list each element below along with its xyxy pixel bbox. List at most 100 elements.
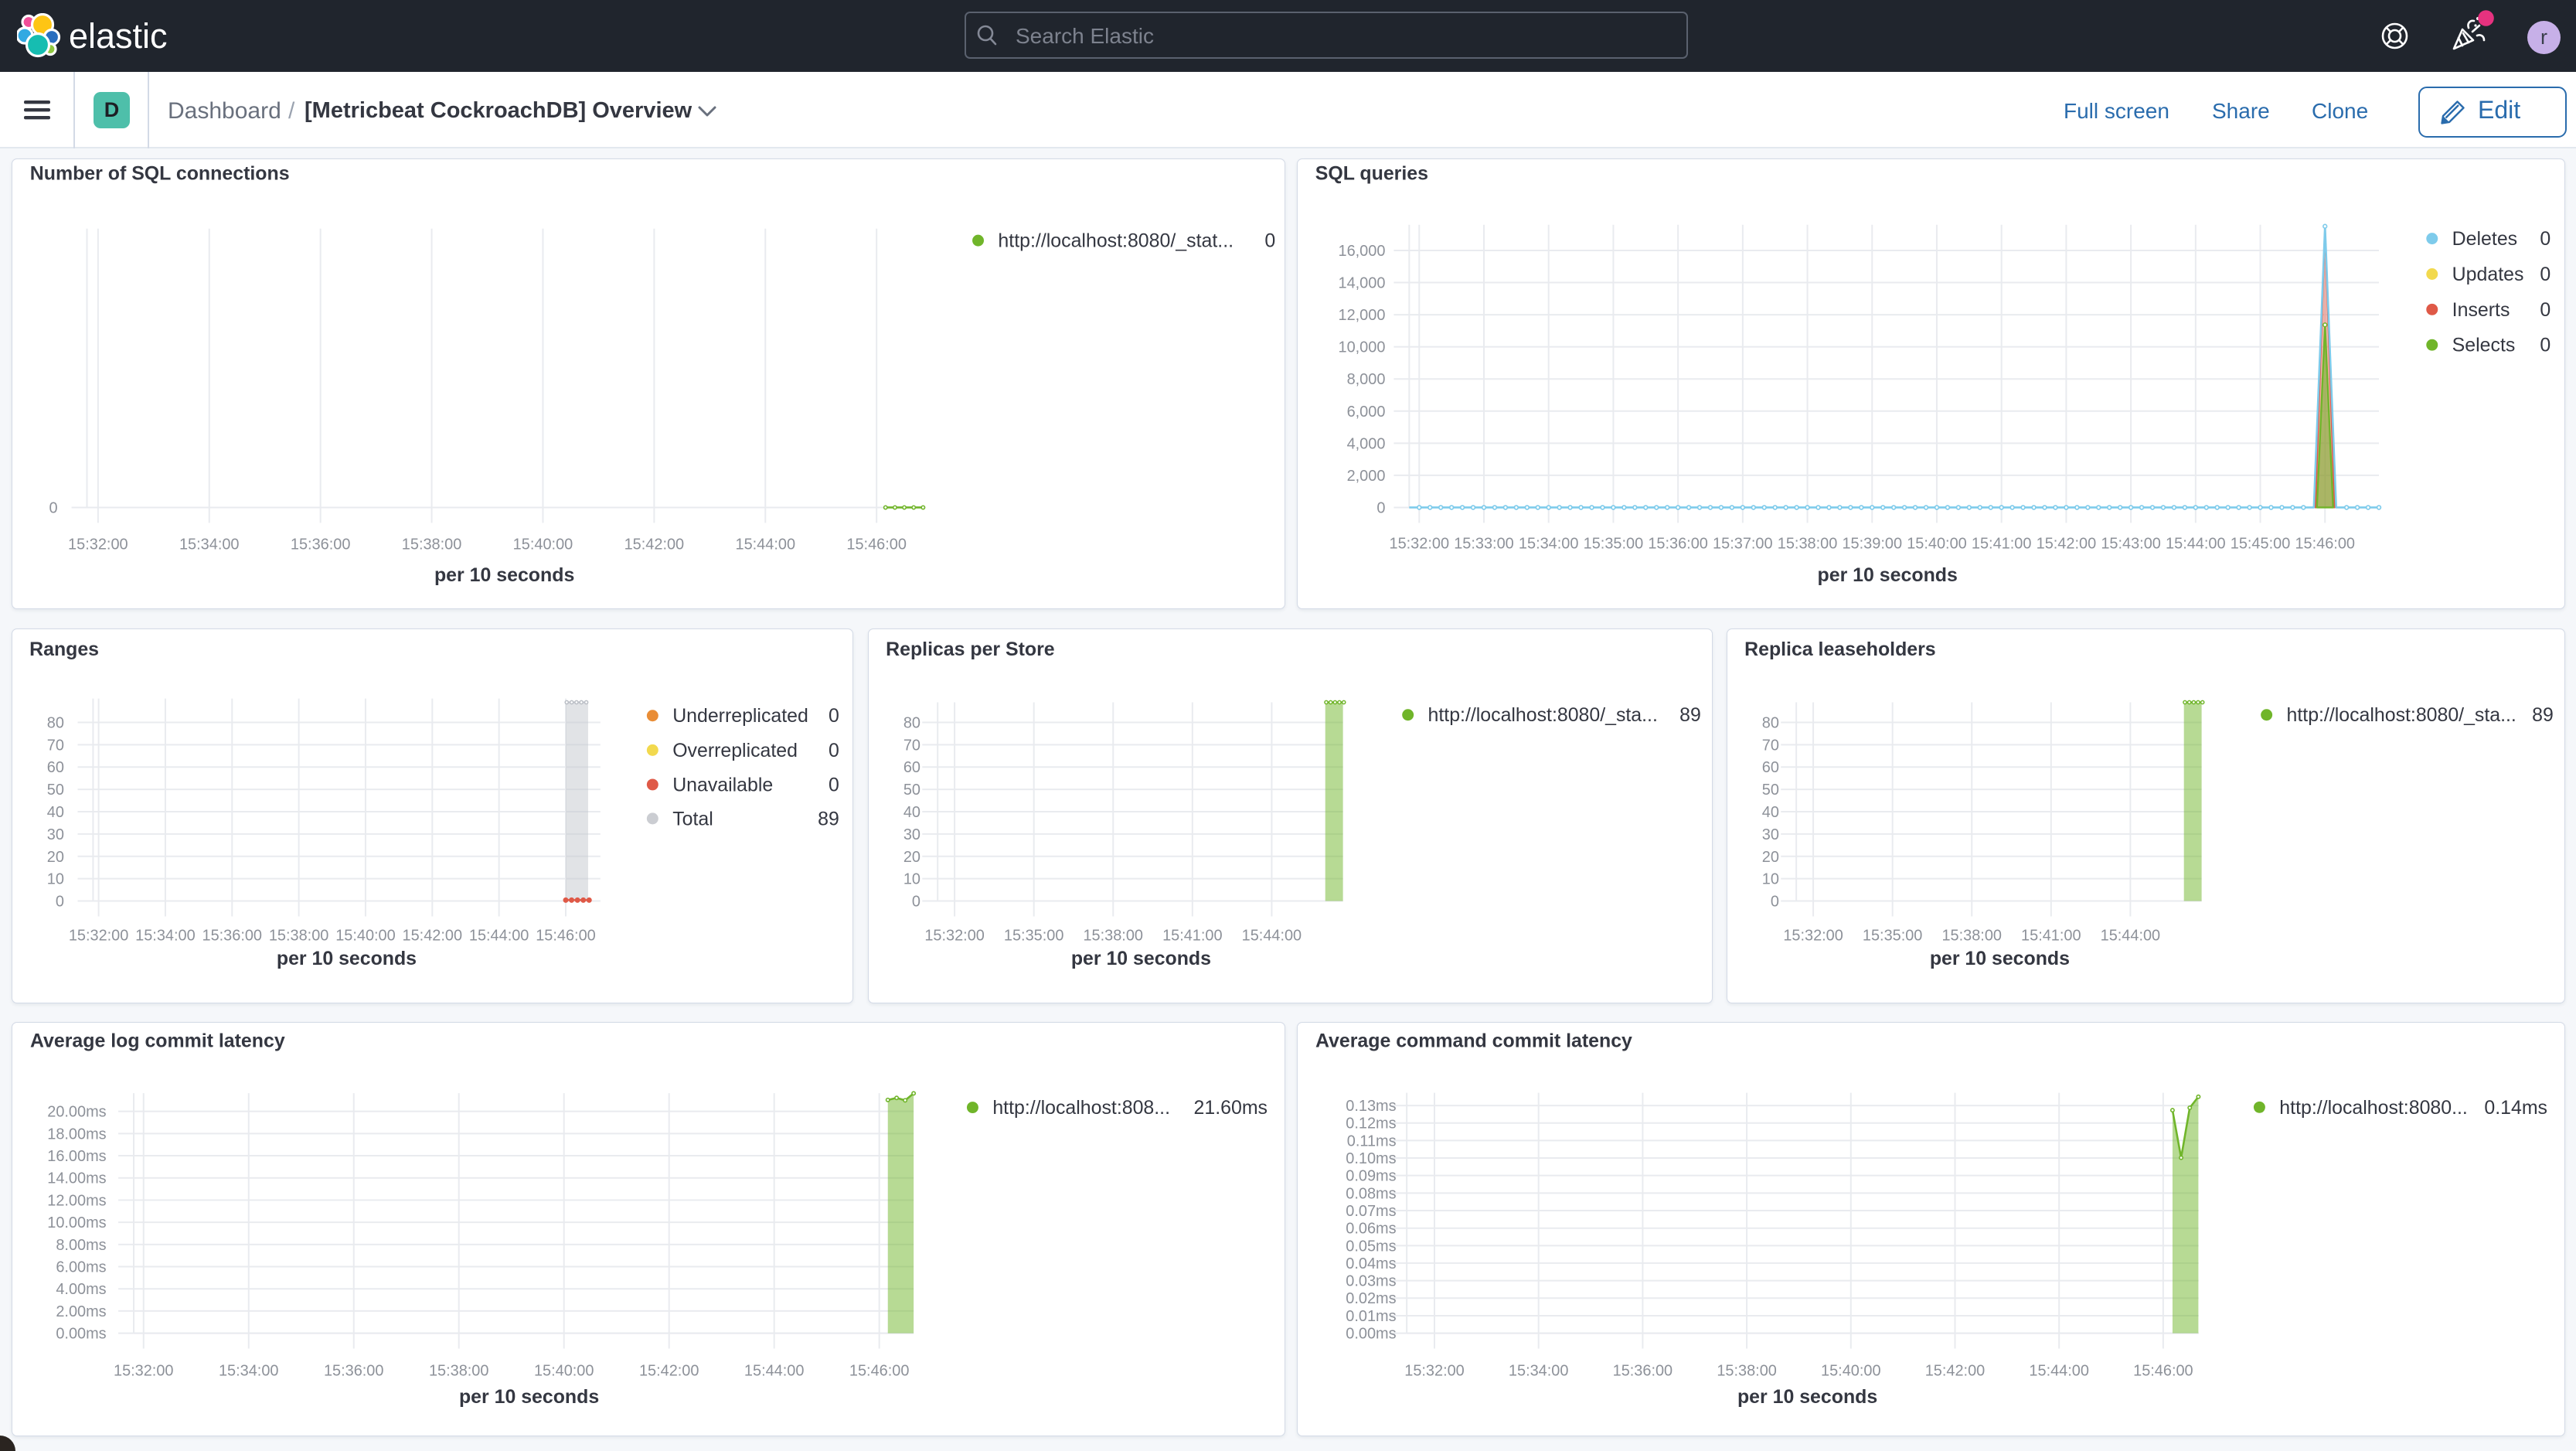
svg-text:2.00ms: 2.00ms	[56, 1303, 106, 1320]
svg-text:0.12ms: 0.12ms	[1346, 1115, 1396, 1133]
svg-text:15:42:00: 15:42:00	[624, 536, 685, 553]
svg-text:70: 70	[1762, 737, 1779, 754]
svg-text:per 10 seconds: per 10 seconds	[1071, 948, 1211, 969]
svg-text:80: 80	[47, 714, 64, 731]
svg-text:0: 0	[829, 740, 839, 761]
svg-text:0: 0	[1771, 894, 1779, 911]
svg-text:15:36:00: 15:36:00	[291, 536, 351, 553]
svg-text:Total: Total	[672, 808, 713, 829]
svg-text:Number of SQL connections: Number of SQL connections	[30, 162, 290, 184]
svg-text:10: 10	[1762, 871, 1779, 888]
svg-text:0.05ms: 0.05ms	[1346, 1238, 1396, 1255]
svg-text:0: 0	[49, 499, 58, 516]
svg-text:14.00ms: 14.00ms	[47, 1170, 106, 1187]
svg-text:12.00ms: 12.00ms	[47, 1192, 106, 1209]
svg-text:15:34:00: 15:34:00	[135, 927, 196, 944]
svg-text:8.00ms: 8.00ms	[56, 1237, 106, 1254]
svg-text:2,000: 2,000	[1347, 468, 1386, 485]
svg-text:15:38:00: 15:38:00	[429, 1362, 489, 1379]
svg-text:http://localhost:8080/_stat...: http://localhost:8080/_stat...	[998, 230, 1234, 252]
svg-text:15:38:00: 15:38:00	[402, 536, 462, 553]
svg-text:50: 50	[47, 782, 64, 799]
svg-text:SQL queries: SQL queries	[1315, 162, 1428, 184]
svg-text:15:32:00: 15:32:00	[114, 1362, 174, 1379]
svg-text:0: 0	[2540, 335, 2550, 356]
svg-text:50: 50	[1762, 782, 1779, 799]
svg-text:0: 0	[912, 894, 920, 911]
svg-text:per 10 seconds: per 10 seconds	[434, 564, 574, 586]
svg-text:15:38:00: 15:38:00	[1717, 1362, 1777, 1379]
svg-text:15:42:00: 15:42:00	[1925, 1362, 1986, 1379]
svg-text:15:38:00: 15:38:00	[1941, 927, 2002, 944]
svg-text:6,000: 6,000	[1347, 404, 1386, 421]
svg-text:40: 40	[1762, 804, 1779, 821]
svg-text:Overreplicated: Overreplicated	[672, 740, 798, 761]
svg-text:80: 80	[1762, 714, 1779, 731]
svg-text:15:32:00: 15:32:00	[68, 536, 128, 553]
svg-text:10: 10	[47, 871, 64, 888]
svg-text:0: 0	[829, 705, 839, 727]
svg-text:15:33:00: 15:33:00	[1454, 535, 1514, 552]
svg-text:30: 30	[903, 826, 920, 843]
svg-text:15:36:00: 15:36:00	[202, 927, 263, 944]
svg-text:89: 89	[2532, 704, 2554, 726]
svg-text:Ranges: Ranges	[29, 639, 99, 660]
svg-text:Unavailable: Unavailable	[672, 774, 773, 795]
svg-text:20: 20	[903, 849, 920, 866]
svg-text:10,000: 10,000	[1338, 339, 1385, 356]
svg-text:15:46:00: 15:46:00	[2133, 1362, 2193, 1379]
svg-text:0: 0	[1264, 230, 1275, 252]
svg-text:14,000: 14,000	[1338, 275, 1385, 292]
svg-text:70: 70	[47, 737, 64, 754]
svg-text:15:41:00: 15:41:00	[1972, 535, 2032, 552]
svg-text:15:32:00: 15:32:00	[1783, 927, 1843, 944]
svg-text:0.01ms: 0.01ms	[1346, 1308, 1396, 1325]
svg-text:0.07ms: 0.07ms	[1346, 1203, 1396, 1220]
svg-text:4.00ms: 4.00ms	[56, 1281, 106, 1298]
svg-text:Average command commit latency: Average command commit latency	[1315, 1030, 1632, 1051]
svg-text:0.02ms: 0.02ms	[1346, 1290, 1396, 1307]
svg-text:15:34:00: 15:34:00	[1519, 535, 1579, 552]
svg-text:per 10 seconds: per 10 seconds	[1818, 564, 1958, 586]
svg-text:http://localhost:8080...: http://localhost:8080...	[2279, 1097, 2468, 1119]
svg-text:30: 30	[1762, 826, 1779, 843]
svg-text:15:39:00: 15:39:00	[1842, 535, 1902, 552]
svg-text:89: 89	[1679, 704, 1701, 726]
svg-text:0.10ms: 0.10ms	[1346, 1150, 1396, 1167]
svg-text:8,000: 8,000	[1347, 371, 1386, 388]
svg-text:10.00ms: 10.00ms	[47, 1214, 106, 1231]
svg-text:0: 0	[1376, 499, 1385, 516]
svg-text:15:42:00: 15:42:00	[2037, 535, 2097, 552]
svg-text:15:40:00: 15:40:00	[513, 536, 573, 553]
svg-text:0.14ms: 0.14ms	[2484, 1097, 2547, 1119]
svg-text:15:41:00: 15:41:00	[1162, 927, 1223, 944]
svg-text:15:32:00: 15:32:00	[924, 927, 985, 944]
svg-text:15:44:00: 15:44:00	[2166, 535, 2226, 552]
svg-text:15:44:00: 15:44:00	[1242, 927, 1302, 944]
svg-text:50: 50	[903, 782, 920, 799]
svg-text:15:35:00: 15:35:00	[1863, 927, 1923, 944]
svg-text:15:44:00: 15:44:00	[2101, 927, 2161, 944]
svg-text:15:46:00: 15:46:00	[849, 1362, 910, 1379]
svg-text:0.04ms: 0.04ms	[1346, 1255, 1396, 1272]
svg-text:Inserts: Inserts	[2452, 299, 2510, 321]
svg-text:15:44:00: 15:44:00	[744, 1362, 804, 1379]
svg-text:15:37:00: 15:37:00	[1713, 535, 1773, 552]
svg-text:15:41:00: 15:41:00	[2021, 927, 2081, 944]
svg-text:15:43:00: 15:43:00	[2101, 535, 2161, 552]
svg-text:http://localhost:808...: http://localhost:808...	[992, 1097, 1170, 1119]
svg-text:http://localhost:8080/_sta...: http://localhost:8080/_sta...	[2287, 704, 2516, 726]
svg-text:15:34:00: 15:34:00	[179, 536, 240, 553]
svg-text:20: 20	[1762, 849, 1779, 866]
svg-text:21.60ms: 21.60ms	[1194, 1097, 1268, 1119]
svg-text:89: 89	[818, 808, 839, 829]
svg-text:60: 60	[47, 759, 64, 776]
svg-text:15:44:00: 15:44:00	[2029, 1362, 2089, 1379]
svg-text:15:40:00: 15:40:00	[335, 927, 396, 944]
svg-text:15:35:00: 15:35:00	[1584, 535, 1644, 552]
svg-text:0: 0	[2540, 299, 2550, 321]
svg-text:Underreplicated: Underreplicated	[672, 705, 808, 727]
svg-text:70: 70	[903, 737, 920, 754]
svg-text:15:36:00: 15:36:00	[324, 1362, 384, 1379]
svg-text:0.08ms: 0.08ms	[1346, 1185, 1396, 1202]
